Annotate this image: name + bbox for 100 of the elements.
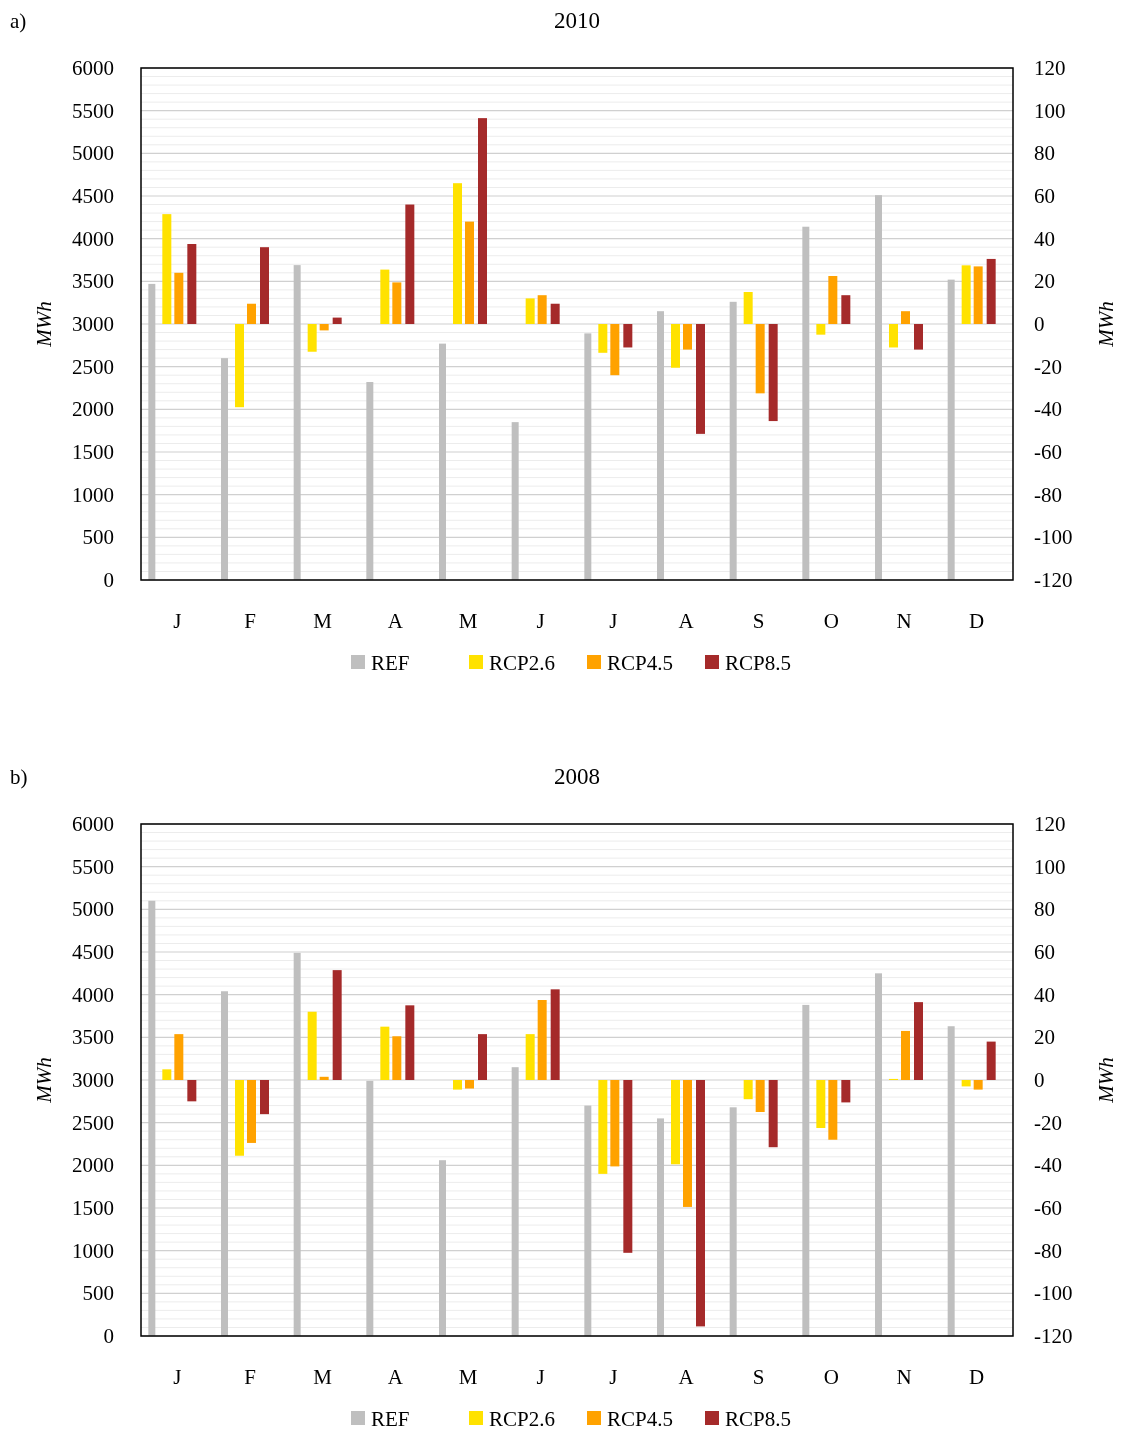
y-tick-label: 6000 [72,812,114,836]
x-tick-label: N [896,609,912,633]
y2-axis-title: MWh [1094,301,1118,348]
y2-tick-label: -40 [1034,1153,1062,1178]
y2-tick-label: 120 [1034,56,1066,80]
y-tick-label: 2500 [72,1110,114,1135]
x-tick-label: F [244,609,256,633]
y2-tick-label: 120 [1034,812,1066,836]
bar [187,1080,197,1102]
bar [828,1080,838,1140]
text: b) [10,765,28,789]
x-tick-label: F [244,1365,256,1389]
bar [511,1067,519,1336]
y-tick-label: 3000 [72,1068,114,1092]
bar [511,422,519,580]
y2-tick-label: -60 [1034,1196,1062,1220]
y2-tick-label: -100 [1034,525,1073,550]
y2-tick-label: 40 [1034,226,1055,251]
bar [162,1069,172,1080]
x-tick-label: D [969,1365,985,1389]
bar [973,266,983,324]
x-tick-label: M [313,1365,333,1389]
y2-tick-label: 100 [1034,854,1066,879]
y-tick-label: 5500 [72,98,114,123]
legend-label: RCP2.6 [489,1407,555,1431]
bar [755,1080,765,1112]
bar [743,292,753,324]
bar [247,303,256,324]
bar [755,324,765,394]
bar [174,272,184,324]
legend-label: RCP4.5 [607,651,673,675]
bar [683,324,692,350]
bar [380,269,390,324]
y-tick-label: 0 [103,1324,114,1348]
y-tick-label: 2000 [72,1153,114,1178]
bar [453,1080,462,1090]
bar [901,1030,910,1080]
bar [235,1080,244,1156]
y-tick-label: 6000 [72,56,114,80]
bar [696,324,705,434]
y2-tick-label: 20 [1034,269,1055,294]
y2-tick-label: 60 [1034,940,1055,964]
x-tick-label: O [823,1365,839,1389]
bar [816,324,826,335]
x-tick-label: J [536,1365,545,1389]
bar [914,1002,923,1080]
bar [623,1080,633,1253]
bar [525,1034,535,1080]
bar [307,1011,317,1080]
bar [260,1080,269,1115]
bar [610,324,620,376]
bar [875,973,882,1336]
x-tick-label: J [609,1365,618,1389]
bar [319,1076,329,1080]
y-tick-label: 3500 [72,1025,114,1050]
bar [366,382,374,580]
x-tick-label: J [609,609,618,633]
legend-label: RCP2.6 [489,651,555,675]
y-tick-label: 2500 [72,354,114,379]
bar [525,298,535,324]
bar [768,1080,778,1148]
bar [901,311,910,324]
y-tick-label: 2000 [72,397,114,422]
bar [623,324,633,348]
bar [537,1000,547,1080]
bar [768,324,778,422]
bar [465,221,474,324]
y-tick-label: 4500 [72,184,114,208]
bar [260,247,269,324]
bar [221,358,228,580]
bar [671,324,680,368]
bar [319,324,329,331]
bar [802,1004,810,1336]
y2-tick-label: 0 [1034,312,1045,336]
bar [696,1080,705,1327]
bar [380,1026,390,1080]
y2-tick-label: 40 [1034,982,1055,1007]
bar [307,324,317,352]
y2-tick-label: 0 [1034,1068,1045,1092]
y-tick-label: 5000 [72,897,114,922]
bar [986,1041,996,1080]
bar [550,303,560,324]
bar [802,226,810,580]
y2-tick-label: 60 [1034,184,1055,208]
bar [729,301,737,580]
bar [453,183,462,324]
bar [986,258,996,324]
legend-label: RCP4.5 [607,1407,673,1431]
bar [657,1118,664,1336]
bar [235,324,244,408]
y-tick-label: 5000 [72,141,114,166]
y2-tick-label: -80 [1034,1238,1062,1263]
x-tick-label: O [823,609,839,633]
bar [743,1080,753,1100]
bar [332,970,342,1080]
bar [478,118,487,324]
bar [405,204,415,324]
bar [148,283,156,580]
y2-tick-label: -120 [1034,568,1073,592]
x-tick-label: M [313,609,333,633]
